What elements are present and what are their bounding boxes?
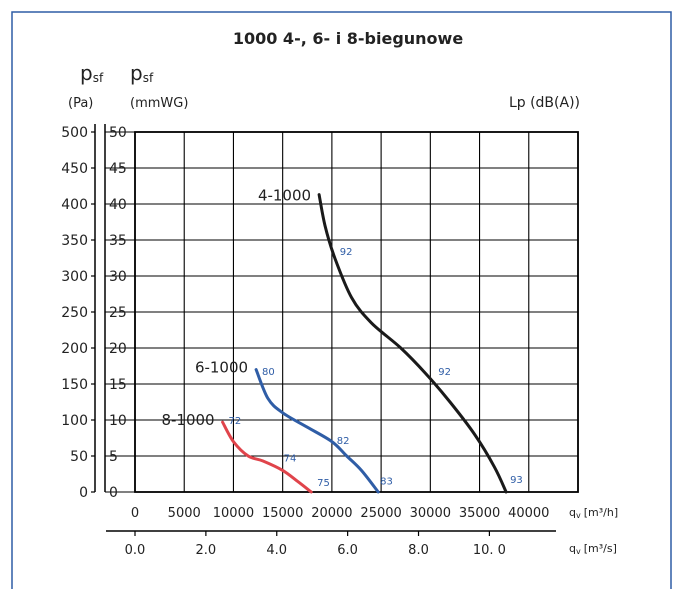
series-line-8-1000 — [223, 422, 312, 492]
noise-level-label: 74 — [284, 453, 297, 464]
y-axis-mmwg-tick-label: 10 — [109, 413, 127, 429]
noise-level-label: 75 — [317, 478, 330, 489]
y-axis-pa-symbol: psf — [80, 61, 104, 85]
series-name-label: 6-1000 — [195, 359, 248, 377]
noise-level-label: 92 — [438, 367, 451, 378]
y-axis-mmwg-symbol: psf — [130, 61, 154, 85]
x-axis-m3s-tick-label: 4.0 — [266, 543, 287, 558]
y-axis-pa-tick-label: 300 — [61, 269, 88, 285]
x-axis-m3s: 0.0 2.0 4.0 6.0 8.0 10. 0 — [106, 531, 556, 558]
y-axis-mmwg-tick-label: 35 — [109, 233, 127, 249]
series-line-6-1000 — [256, 370, 378, 492]
noise-level-label: 83 — [380, 476, 393, 487]
x-axis-m3h-tick-label: 20000 — [311, 506, 352, 521]
y-axis-pa-tick-label: 0 — [79, 485, 88, 501]
noise-axis-label: Lp (dB(A)) — [509, 95, 580, 111]
y-axis-pa-tick-label: 50 — [70, 449, 88, 465]
grid — [135, 132, 578, 492]
x-axis-m3h-tick-label: 0 — [131, 506, 139, 521]
x-axis-m3s-tick-label: 6.0 — [337, 543, 358, 558]
x-axis-m3s-tick-label: 0.0 — [125, 543, 146, 558]
series-layer: 4-1000 92 92 93 6-1000 80 82 83 8-1000 72 74 75 — [161, 187, 522, 492]
noise-level-label: 82 — [337, 436, 350, 447]
y-axis-mmwg-tick-label: 5 — [109, 449, 118, 465]
y-axis-mmwg-tick-label: 15 — [109, 377, 127, 393]
y-axis-pa-tick-label: 350 — [61, 233, 88, 249]
y-axis-pa-tick-label: 100 — [61, 413, 88, 429]
y-axis-mmwg-tick-label: 25 — [109, 305, 127, 321]
series-line-4-1000 — [319, 195, 506, 492]
y-axis-mmwg-tick-label: 50 — [109, 125, 127, 141]
y-axis-mmwg-tick-label: 40 — [109, 197, 127, 213]
x-axis-m3s-label: qv [m³/s] — [569, 542, 617, 556]
series-name-label: 8-1000 — [161, 411, 214, 429]
noise-level-label: 93 — [510, 475, 523, 486]
y-axis-mmwg-unit: (mmWG) — [130, 96, 188, 111]
series-8-1000: 8-1000 72 74 75 — [161, 411, 329, 492]
y-axis-mmwg: 0 5 10 15 20 25 30 35 40 45 50 — [105, 124, 135, 501]
x-axis-m3h-tick-label: 25000 — [360, 506, 401, 521]
y-axis-mmwg-tick-label: 45 — [109, 161, 127, 177]
x-axis-m3h-tick-label: 10000 — [213, 506, 254, 521]
y-axis-pa: 0 50 100 150 200 250 300 350 400 450 500 — [61, 124, 95, 501]
y-axis-pa-tick-label: 400 — [61, 197, 88, 213]
y-axis-pa-tick-label: 250 — [61, 305, 88, 321]
y-axis-mmwg-tick-label: 30 — [109, 269, 127, 285]
y-axis-pa-tick-label: 200 — [61, 341, 88, 357]
series-4-1000: 4-1000 92 92 93 — [258, 187, 523, 492]
x-axis-m3s-tick-label: 10. 0 — [473, 543, 506, 558]
noise-level-label: 80 — [262, 367, 275, 378]
y-axis-pa-tick-label: 450 — [61, 161, 88, 177]
x-axis-m3h-tick-label: 5000 — [168, 506, 201, 521]
y-axis-pa-unit: (Pa) — [68, 96, 93, 111]
x-axis-m3h-tick-label: 35000 — [459, 506, 500, 521]
y-axis-pa-tick-label: 150 — [61, 377, 88, 393]
chart-title: 1000 4-, 6- i 8-biegunowe — [233, 29, 463, 48]
series-name-label: 4-1000 — [258, 187, 311, 205]
x-axis-m3h-tick-label: 15000 — [262, 506, 303, 521]
x-axis-m3h-tick-label: 30000 — [410, 506, 451, 521]
y-axis-pa-tick-label: 500 — [61, 125, 88, 141]
x-axis-m3s-tick-label: 8.0 — [408, 543, 429, 558]
y-axis-mmwg-tick-label: 20 — [109, 341, 127, 357]
x-axis-m3h: 0 5000 10000 15000 20000 25000 30000 35000 40000 — [131, 506, 550, 521]
x-axis-m3h-label: qv [m³/h] — [569, 506, 618, 520]
x-axis-m3h-tick-label: 40000 — [508, 506, 549, 521]
noise-level-label: 72 — [229, 416, 242, 427]
y-axis-mmwg-tick-label: 0 — [109, 485, 118, 501]
x-axis-m3s-tick-label: 2.0 — [196, 543, 217, 558]
noise-level-label: 92 — [340, 247, 353, 258]
